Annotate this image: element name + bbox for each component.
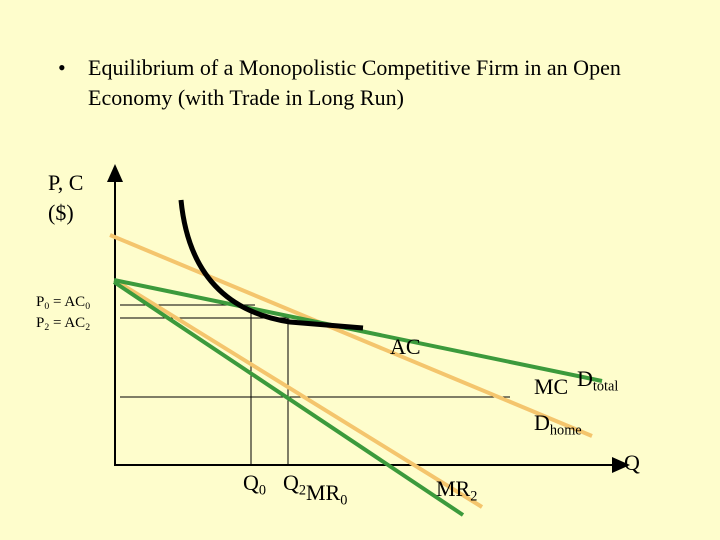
label-text: Q xyxy=(243,470,259,495)
curve-label: P, C xyxy=(48,172,83,194)
label-text: MR xyxy=(436,476,471,501)
label-subscript: 2 xyxy=(470,488,478,505)
curve-label: P2 = AC2 xyxy=(36,316,90,333)
label-subscript: total xyxy=(592,378,619,395)
label-text: Q xyxy=(624,450,640,475)
mr2-line xyxy=(116,280,484,509)
slide-title: Equilibrium of a Monopolistic Competitiv… xyxy=(88,55,621,110)
label-text: = AC xyxy=(49,294,86,310)
label-text: D xyxy=(534,410,550,435)
curve-label: MC xyxy=(534,376,568,398)
curve-label: MR0 xyxy=(306,482,347,508)
label-text: = AC xyxy=(49,315,86,331)
label-text: ($) xyxy=(48,200,74,225)
curve-label: MR2 xyxy=(436,478,477,504)
label-subscript: 0 xyxy=(258,482,267,499)
label-subscript: 2 xyxy=(44,321,50,333)
label-text: AC xyxy=(390,334,421,359)
curve-label: AC xyxy=(390,336,421,358)
label-text: P xyxy=(36,315,45,331)
curve-label: Dhome xyxy=(534,412,582,438)
label-text: MR xyxy=(306,480,341,505)
mr0-line xyxy=(112,280,465,517)
label-subscript: 2 xyxy=(298,482,307,499)
label-text: P, C xyxy=(48,170,84,195)
label-subscript: 0 xyxy=(44,300,50,312)
label-subscript: 0 xyxy=(85,300,91,312)
label-text: Q xyxy=(283,470,299,495)
curve-label: Dtotal xyxy=(577,368,618,394)
curve-label: P0 = AC0 xyxy=(36,295,90,312)
bullet: • xyxy=(58,55,66,80)
ac-curve xyxy=(178,199,364,331)
curve-label: ($) xyxy=(48,202,74,224)
curve-label: Q2 xyxy=(283,472,306,498)
label-text: P xyxy=(36,294,45,310)
curve-label: Q0 xyxy=(243,472,266,498)
label-text: MC xyxy=(534,374,569,399)
curve-label: Q xyxy=(624,452,640,474)
label-subscript: 0 xyxy=(340,492,348,509)
label-text: D xyxy=(577,366,593,391)
label-subscript: 2 xyxy=(85,321,91,333)
d-home-line xyxy=(109,233,593,438)
d-total-line xyxy=(113,278,603,383)
label-subscript: home xyxy=(549,422,582,439)
